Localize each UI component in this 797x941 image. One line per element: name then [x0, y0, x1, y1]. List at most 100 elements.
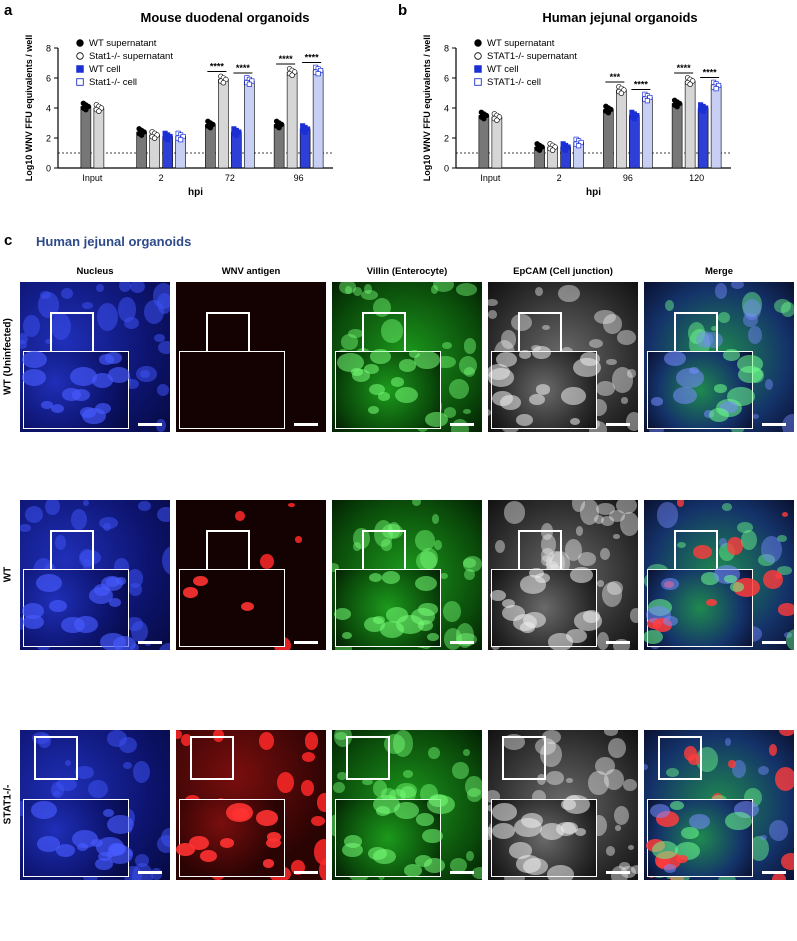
cell-texture: [381, 319, 403, 343]
cell-texture: [55, 535, 67, 550]
cell-texture: [367, 846, 388, 861]
data-point: [576, 143, 582, 149]
significance-label: ****: [305, 53, 320, 63]
cell-texture: [546, 771, 564, 785]
micrograph-tile: [20, 500, 170, 650]
data-point: [674, 103, 680, 110]
zoom-inset: [488, 346, 601, 429]
cell-texture: [588, 770, 609, 795]
cell-texture: [714, 283, 728, 300]
cell-texture: [575, 526, 584, 536]
significance-label: ****: [703, 68, 718, 78]
cell-texture: [390, 377, 405, 387]
data-point: [713, 86, 719, 92]
legend-label: Stat1-/- cell: [89, 77, 137, 88]
cell-texture: [629, 608, 638, 623]
cell-texture: [724, 574, 737, 584]
cell-texture: [422, 829, 443, 844]
cell-texture: [459, 356, 477, 375]
cell-texture: [462, 556, 482, 572]
cell-texture: [614, 825, 622, 831]
cell-texture: [158, 642, 170, 650]
bar: [642, 97, 653, 169]
zoom-inset: [647, 349, 763, 429]
cell-texture: [731, 282, 745, 290]
cell-texture: [442, 600, 462, 623]
chart-b: 0 2 4 6 8 Log10 WNV FFU equivalents / well Inp…: [422, 35, 731, 198]
cell-texture: [369, 349, 391, 365]
cell-texture: [676, 854, 689, 864]
cell-texture: [611, 367, 633, 393]
cell-texture: [351, 369, 371, 383]
cell-texture: [394, 802, 419, 820]
cell-texture: [781, 512, 788, 518]
scale-bar: [450, 871, 474, 874]
data-point: [315, 71, 321, 77]
x-axis-label: hpi: [586, 187, 601, 198]
cell-texture: [396, 783, 417, 798]
cell-texture: [491, 822, 515, 839]
bar: [671, 103, 683, 169]
cell-texture: [619, 511, 638, 537]
cell-texture: [55, 843, 76, 858]
cell-texture: [727, 759, 736, 769]
cell-texture: [353, 528, 370, 549]
cell-texture: [725, 812, 752, 831]
cell-texture: [777, 565, 792, 575]
cell-texture: [775, 573, 783, 580]
bar: [80, 106, 92, 169]
cell-texture: [778, 603, 794, 616]
bar: [616, 89, 627, 169]
cell-texture: [182, 587, 199, 599]
cell-texture: [752, 414, 760, 419]
micrograph-grid: Nucleus WNV antigen Villin (Enterocyte) EpC…: [0, 262, 797, 941]
cell-texture: [508, 842, 532, 859]
cell-texture: [361, 289, 378, 300]
region-of-interest-box: [190, 736, 234, 780]
cell-texture: [376, 805, 391, 816]
cell-texture: [630, 864, 638, 874]
cell-texture: [714, 384, 727, 393]
cell-texture: [106, 814, 134, 834]
zoom-inset: [176, 799, 285, 877]
cell-texture: [574, 827, 587, 837]
cell-texture: [403, 770, 413, 778]
cell-texture: [740, 529, 757, 550]
cell-texture: [353, 542, 361, 552]
cell-texture: [442, 342, 453, 350]
cell-texture: [515, 414, 533, 426]
data-point: [165, 137, 171, 143]
bar: [697, 107, 709, 169]
cell-texture: [518, 350, 531, 359]
data-point: [549, 147, 556, 153]
cell-texture: [758, 553, 775, 567]
y-axis-label: Log10 WNV FFU equivalents / well: [24, 35, 34, 182]
bar: [273, 124, 285, 169]
cell-texture: [416, 550, 438, 571]
cell-texture: [721, 503, 733, 512]
micrograph-tile: [488, 730, 638, 880]
region-of-interest-box: [502, 736, 546, 780]
region-of-interest-box: [518, 530, 562, 574]
cell-texture: [311, 815, 326, 826]
cell-texture: [337, 771, 347, 781]
zoom-inset: [335, 349, 448, 429]
data-point: [700, 108, 706, 114]
bar: [491, 116, 503, 169]
cell-texture: [260, 553, 274, 569]
cell-texture: [681, 826, 700, 840]
y-tick-label: 2: [444, 134, 449, 144]
y-tick-label: 0: [46, 164, 51, 174]
scale-bar: [606, 641, 630, 644]
cell-texture: [69, 367, 98, 387]
data-point: [138, 132, 145, 138]
x-tick-label: Input: [82, 173, 103, 183]
x-tick-label: 72: [225, 173, 235, 183]
x-tick-label: 2: [159, 173, 164, 183]
scale-bar: [450, 641, 474, 644]
cell-texture: [433, 282, 454, 292]
cell-texture: [703, 410, 714, 418]
cell-texture: [560, 822, 578, 834]
legend-marker: [76, 65, 84, 73]
cell-texture: [706, 598, 717, 606]
